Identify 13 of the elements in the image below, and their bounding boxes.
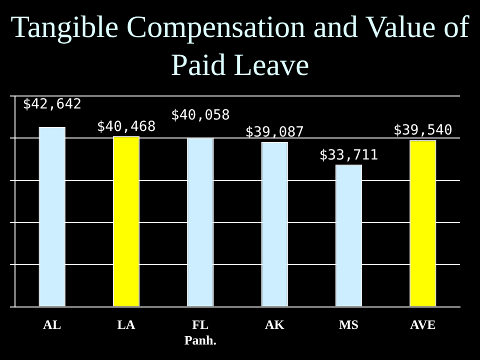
data-label: $39,087 — [245, 124, 304, 141]
data-label: $33,711 — [319, 147, 378, 164]
x-tick-label: AL — [43, 316, 62, 332]
x-tick-label: FL Panh. — [184, 316, 216, 348]
x-tick-label: AVE — [410, 316, 436, 332]
x-tick-label: LA — [117, 316, 136, 332]
data-label: $39,540 — [393, 122, 452, 139]
data-label: $40,058 — [170, 108, 230, 124]
x-tick-label: MS — [339, 316, 358, 332]
chart-title: Tangible Compensation and Value of Paid Leave — [10, 8, 470, 84]
data-label: $42,642 — [22, 96, 82, 113]
data-label: $40,468 — [96, 118, 156, 135]
x-tick-label: AK — [264, 316, 286, 332]
